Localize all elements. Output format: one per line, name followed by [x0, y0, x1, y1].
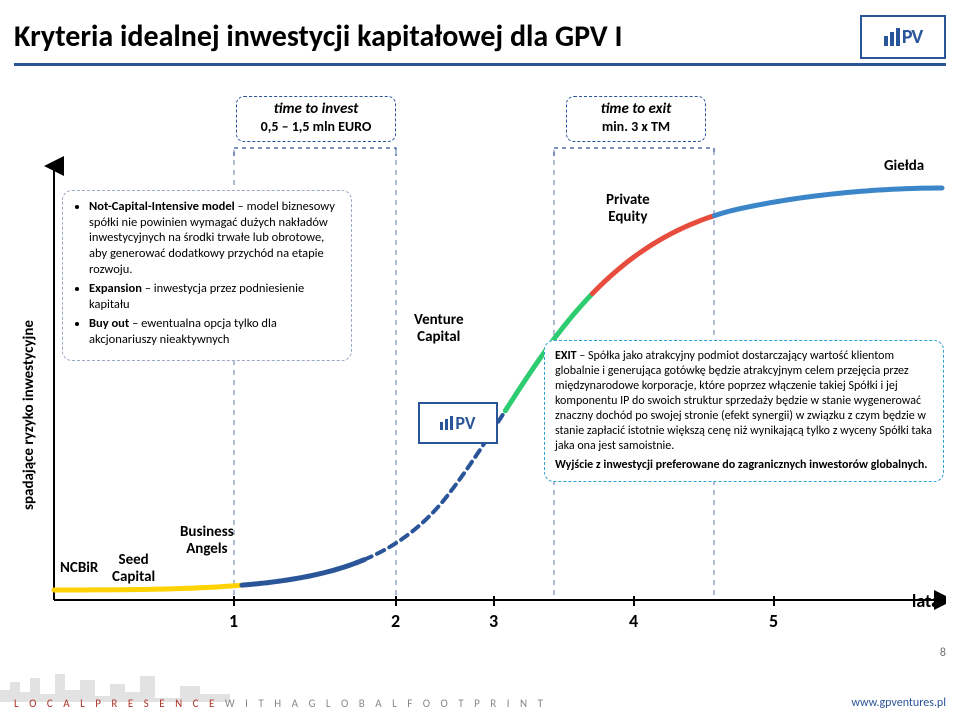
stage-ncbir: NCBiR: [60, 560, 98, 577]
stage-seed: Seed Capital: [112, 552, 155, 585]
invest-line1: time to invest: [274, 100, 359, 118]
exit-para2: Wyjście z inwestycji preferowane do zagr…: [555, 458, 933, 473]
chart-area: spadające ryzyko inwestycyjne time to in…: [14, 80, 946, 656]
exit-line2: min. 3 x TM: [573, 118, 699, 135]
y-axis-label: spadające ryzyko inwestycyjne: [20, 320, 38, 510]
footer-url: www.gpventures.pl: [851, 696, 946, 710]
title-bar: Kryteria idealnej inwestycji kapitałowej…: [14, 10, 946, 66]
logo-small: PV: [418, 402, 498, 444]
footer-tagline: L O C A L P R E S E N C E W I T H A G L …: [14, 697, 547, 710]
invest-line2: 0,5 – 1,5 mln EURO: [243, 118, 389, 135]
x-tick-label: 4: [629, 610, 638, 632]
criteria-item: Expansion – inwestycja przez podniesieni…: [89, 281, 341, 312]
exit-line1: time to exit: [601, 100, 672, 118]
x-tick-label: 1: [229, 610, 238, 632]
criteria-item: Not-Capital-Intensive model – model bizn…: [89, 199, 341, 277]
stage-pe: Private Equity: [606, 192, 650, 225]
stage-vc: Venture Capital: [414, 312, 464, 345]
criteria-item: Buy out – ewentualna opcja tylko dla akc…: [89, 316, 341, 347]
logo-small-bars-icon: [440, 416, 453, 430]
exit-lead: EXIT: [555, 349, 577, 363]
time-to-exit-box: time to exit min. 3 x TM: [566, 96, 706, 142]
stage-angels: Business Angels: [180, 524, 234, 557]
tagline-grey: W I T H A G L O B A L F O O T P R I N T: [218, 697, 547, 710]
exit-para1: – Spółka jako atrakcyjny podmiot dostarc…: [555, 349, 932, 453]
time-to-invest-box: time to invest 0,5 – 1,5 mln EURO: [236, 96, 396, 142]
exit-callout: EXIT – Spółka jako atrakcyjny podmiot do…: [544, 340, 944, 482]
x-axis-label: lata: [912, 590, 940, 612]
logo: PV: [860, 15, 946, 59]
logo-bars-icon: [884, 28, 900, 46]
page-number: 8: [940, 646, 946, 660]
tagline-red: L O C A L P R E S E N C E: [14, 697, 218, 710]
x-tick-label: 3: [489, 610, 498, 632]
page-title: Kryteria idealnej inwestycji kapitałowej…: [14, 18, 622, 55]
criteria-callout: Not-Capital-Intensive model – model bizn…: [62, 190, 352, 361]
footer: L O C A L P R E S E N C E W I T H A G L …: [0, 670, 960, 716]
x-tick-label: 5: [769, 610, 778, 632]
stage-gielda: Giełda: [884, 158, 924, 175]
x-tick-label: 2: [391, 610, 400, 632]
